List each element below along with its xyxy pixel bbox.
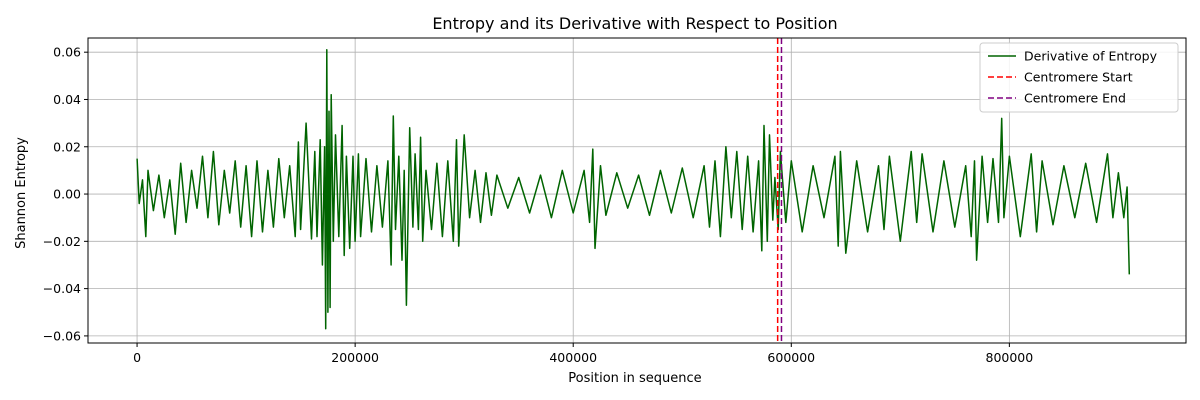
y-axis-label: Shannon Entropy bbox=[14, 137, 29, 249]
legend-label-derivative-of-entropy: Derivative of Entropy bbox=[1024, 49, 1158, 64]
y-tick-label: −0.06 bbox=[43, 328, 81, 343]
y-tick-label: 0.02 bbox=[53, 139, 81, 154]
legend: Derivative of Entropy Centromere Start Cen… bbox=[979, 42, 1179, 113]
x-axis-label: Position in sequence bbox=[568, 371, 701, 386]
chart-title: Entropy and its Derivative with Respect … bbox=[432, 14, 837, 33]
series-line-derivative-of-entropy bbox=[136, 49, 1131, 330]
series-layer bbox=[136, 38, 1131, 343]
x-tick-label: 400000 bbox=[549, 350, 597, 365]
plot-frame bbox=[87, 37, 1187, 344]
x-tick-label: 200000 bbox=[331, 350, 379, 365]
x-tick-label: 800000 bbox=[986, 350, 1034, 365]
y-tick-label: −0.02 bbox=[43, 234, 81, 249]
legend-label-centromere-end: Centromere End bbox=[1024, 91, 1126, 106]
x-tick-label: 0 bbox=[133, 350, 141, 365]
legend-box bbox=[979, 42, 1179, 113]
y-tick-label: 0.06 bbox=[53, 45, 81, 60]
x-tick-label: 600000 bbox=[767, 350, 815, 365]
ticks: 0 200000 400000 600000 800000 −0.06 −0.04 −0.02… bbox=[43, 45, 1034, 365]
y-tick-label: −0.04 bbox=[43, 281, 81, 296]
y-tick-label: 0.00 bbox=[53, 187, 81, 202]
legend-label-centromere-start: Centromere Start bbox=[1024, 70, 1133, 85]
y-tick-label: 0.04 bbox=[53, 92, 81, 107]
